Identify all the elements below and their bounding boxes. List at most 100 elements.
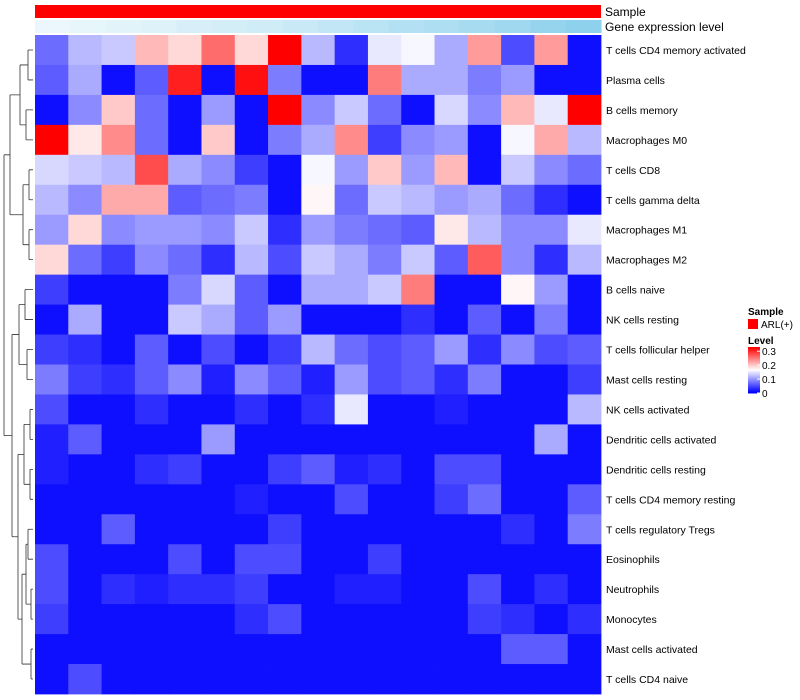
heatmap-cell: [301, 514, 336, 545]
heatmap-cell: [268, 394, 302, 425]
gene-expression-level-cell: [105, 20, 142, 33]
heatmap-cell: [168, 424, 202, 455]
heatmap-cell: [301, 64, 336, 96]
legend-gradient-step: [748, 381, 760, 384]
heatmap-cell: [467, 544, 502, 575]
heatmap-cell: [201, 154, 236, 186]
heatmap-cell: [134, 274, 169, 305]
legend-gradient-step: [748, 357, 760, 359]
heatmap-cell: [401, 484, 435, 515]
heatmap-cell: [501, 304, 535, 335]
heatmap-cell: [101, 94, 136, 126]
heatmap-cell: [534, 274, 569, 305]
sample-annotation-label: Sample: [605, 5, 646, 19]
legend-gradient-step: [748, 390, 760, 393]
heatmap-cell: [567, 514, 602, 545]
heatmap-cell: [534, 634, 569, 665]
heatmap-cell: [268, 514, 302, 545]
heatmap-cell: [501, 244, 535, 276]
row-label: B cells memory: [606, 105, 679, 117]
heatmap-cell: [301, 454, 336, 485]
heatmap-cell: [68, 244, 102, 276]
heatmap-cell: [168, 574, 202, 605]
heatmap-cell: [134, 184, 169, 216]
heatmap-cell: [134, 334, 169, 365]
heatmap-cell: [68, 364, 102, 395]
heatmap-cell: [168, 274, 202, 305]
heatmap-cell: [301, 424, 336, 455]
dendrogram-branches: [3, 49, 33, 680]
heatmap-cell: [334, 514, 369, 545]
heatmap-cell: [35, 64, 69, 96]
heatmap-cell: [467, 514, 502, 545]
legend-gradient-step: [748, 366, 760, 369]
heatmap-cell: [35, 664, 69, 695]
heatmap-cell: [534, 184, 569, 216]
heatmap-cell: [534, 214, 569, 246]
heatmap-cell: [367, 274, 402, 305]
gene-expression-level-cell: [176, 20, 213, 33]
heatmap-cell: [268, 364, 302, 395]
heatmap-cell: [234, 274, 269, 305]
heatmap-cell: [234, 634, 269, 665]
heatmap-cell: [534, 364, 569, 395]
heatmap-cell: [134, 424, 169, 455]
heatmap-cell: [467, 394, 502, 425]
heatmap-cell: [234, 664, 269, 695]
heatmap-cell: [401, 574, 435, 605]
heatmap-cell: [434, 334, 469, 365]
row-label: Dendritic cells resting: [606, 464, 706, 476]
heatmap-cell: [534, 124, 569, 156]
legend-tick-label: 0: [762, 389, 768, 400]
heatmap-cell: [101, 574, 136, 605]
heatmap-cell: [268, 574, 302, 605]
heatmap-cell: [467, 35, 502, 66]
heatmap-cell: [301, 244, 336, 276]
heatmap-cell: [467, 334, 502, 365]
row-label: NK cells resting: [606, 315, 679, 327]
heatmap-cell: [467, 634, 502, 665]
heatmap-cell: [501, 94, 535, 126]
gene-expression-level-cell: [211, 20, 248, 33]
heatmap-cell: [567, 304, 602, 335]
heatmap-cell: [301, 304, 336, 335]
heatmap-cell: [434, 154, 469, 186]
heatmap-cell: [434, 394, 469, 425]
heatmap-cell: [501, 454, 535, 485]
heatmap-cell: [434, 514, 469, 545]
heatmap-cell: [168, 64, 202, 96]
heatmap-cell: [168, 604, 202, 635]
legend-gradient-step: [748, 374, 760, 377]
heatmap-cell: [168, 334, 202, 365]
heatmap-cell: [234, 454, 269, 485]
heatmap-cell: [35, 604, 69, 635]
row-label: T cells regulatory Tregs: [606, 524, 715, 536]
heatmap-cell: [467, 364, 502, 395]
heatmap-cell: [234, 244, 269, 276]
heatmap-cell: [434, 424, 469, 455]
heatmap-cell: [134, 244, 169, 276]
heatmap-cell: [134, 35, 169, 66]
heatmap-cell: [268, 544, 302, 575]
row-label: B cells naive: [606, 285, 665, 297]
heatmap-cell: [35, 454, 69, 485]
heatmap-cell: [134, 364, 169, 395]
heatmap-cell: [467, 244, 502, 276]
heatmap-cell: [434, 274, 469, 305]
heatmap-cell: [201, 124, 236, 156]
legend-gradient-step: [748, 387, 760, 389]
heatmap-cell: [534, 154, 569, 186]
heatmap-cell: [268, 604, 302, 635]
gene-expression-level-cell: [353, 20, 390, 33]
heatmap-cell: [101, 35, 136, 66]
heatmap-cell: [134, 484, 169, 515]
heatmap-cell: [501, 634, 535, 665]
heatmap-cell: [501, 514, 535, 545]
heatmap-cell: [101, 64, 136, 96]
heatmap-cell: [234, 364, 269, 395]
gene-expression-level-cell: [494, 20, 531, 33]
heatmap-cell: [367, 154, 402, 186]
heatmap-cell: [401, 454, 435, 485]
heatmap-cell: [201, 214, 236, 246]
